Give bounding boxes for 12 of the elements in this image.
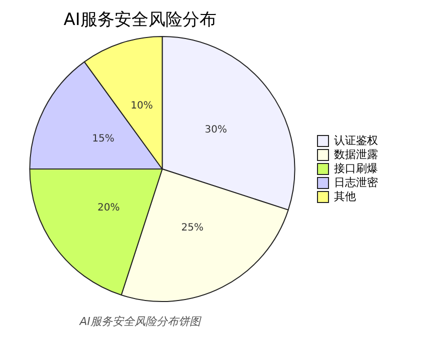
data-label: 30% [204,124,227,136]
data-label: 15% [92,134,114,145]
legend-label: 日志泄密 [334,176,378,189]
legend-label: 接口刷爆 [334,162,378,175]
legend-label: 其他 [334,190,356,203]
data-label: 10% [130,100,153,112]
text: AI服务安全风险分布饼图 [78,314,202,329]
legend-label: 认证鉴权 [334,134,378,147]
data-label: 25% [181,222,204,234]
data-label: 20% [98,202,120,214]
legend-label: 数据泄露 [334,148,378,161]
chart-title: AI服务安全风险分布 [62,9,218,31]
